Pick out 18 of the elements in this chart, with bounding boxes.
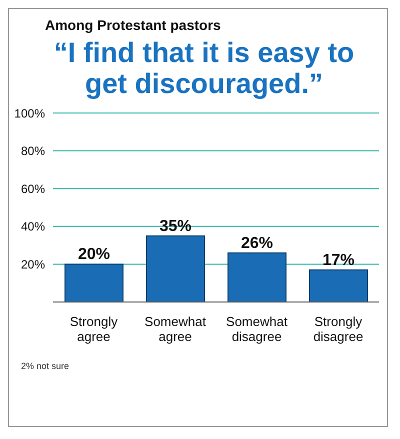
x-tick-label: Strongly disagree: [313, 314, 364, 344]
bar: [146, 235, 205, 302]
y-tick-label: 100%: [14, 106, 46, 120]
y-tick-label: 80%: [20, 144, 46, 158]
chart-title: “I find that it is easy to get discouraged.”: [52, 37, 356, 99]
text: 2% not sure: [21, 361, 70, 371]
bar: [64, 264, 124, 302]
y-tick-label: 60%: [20, 182, 46, 196]
x-tick-label: Strongly agree: [70, 314, 118, 344]
data-label: 26%: [240, 234, 274, 252]
data-label: 20%: [78, 246, 110, 264]
x-tick-label: Somewhat disagree: [226, 314, 288, 344]
bar: [228, 252, 286, 302]
y-tick-label: 20%: [20, 257, 46, 272]
y-tick-label: 40%: [20, 220, 46, 234]
bar: [309, 269, 368, 302]
x-tick-label: Somewhat agree: [144, 314, 206, 344]
chart-subtitle: Among Protestant pastors: [45, 17, 221, 33]
